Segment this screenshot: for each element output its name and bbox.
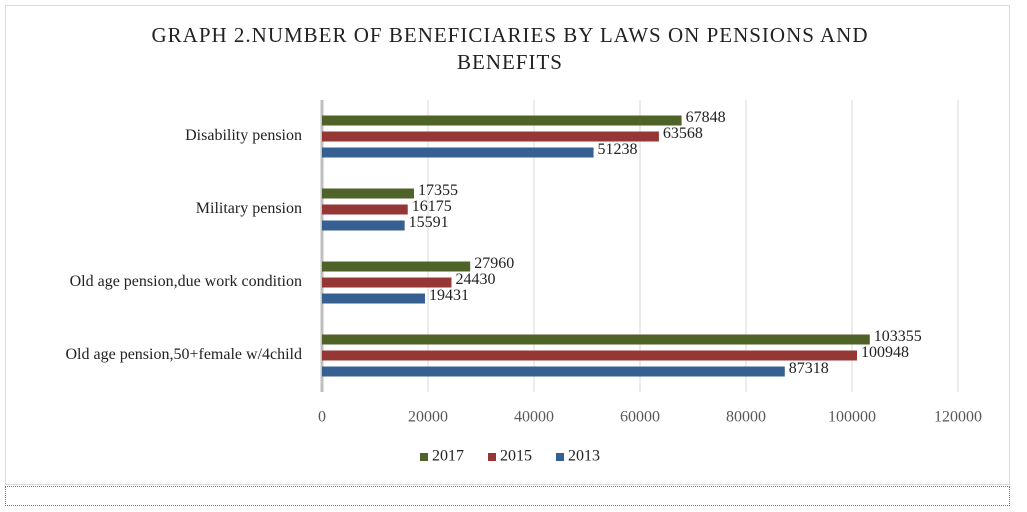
- x-tick-label: 40000: [514, 409, 554, 426]
- legend-label: 2013: [568, 448, 600, 465]
- x-tick-label: 100000: [828, 409, 876, 426]
- y-tick-label: Old age pension,50+female w/4child: [65, 346, 302, 363]
- legend-label: 2015: [500, 448, 532, 465]
- data-label: 24430: [455, 271, 495, 288]
- x-tick-label: 80000: [726, 409, 766, 426]
- y-tick-label: Old age pension,due work condition: [70, 273, 302, 290]
- bar: [322, 334, 870, 345]
- y-tick-label: Disability pension: [185, 127, 302, 144]
- x-tick-label: 60000: [620, 409, 660, 426]
- x-tick-label: 0: [318, 409, 326, 426]
- data-label: 87318: [789, 360, 829, 377]
- bar: [322, 131, 659, 142]
- legend-swatch: [420, 453, 428, 461]
- x-tick-label: 20000: [408, 409, 448, 426]
- data-label: 16175: [412, 198, 452, 215]
- y-tick-label: Military pension: [196, 200, 302, 217]
- bar: [322, 220, 405, 231]
- bar: [322, 261, 471, 272]
- data-label: 15591: [409, 214, 449, 231]
- bar: [322, 350, 858, 361]
- bar: [322, 115, 682, 126]
- legend-swatch: [488, 453, 496, 461]
- bar: [322, 293, 425, 304]
- data-label: 27960: [474, 255, 514, 272]
- bar: [322, 366, 785, 377]
- bar: [322, 147, 594, 158]
- data-label: 17355: [418, 182, 458, 199]
- bar: [322, 204, 408, 215]
- cell-border: [5, 486, 1010, 506]
- data-label: 51238: [598, 141, 638, 158]
- data-label: 100948: [861, 344, 909, 361]
- legend-swatch: [556, 453, 564, 461]
- data-label: 67848: [686, 109, 726, 126]
- data-label: 63568: [663, 125, 703, 142]
- legend-label: 2017: [432, 448, 464, 465]
- data-label: 103355: [874, 328, 922, 345]
- data-label: 19431: [429, 287, 469, 304]
- chart-frame: [5, 5, 1010, 485]
- bar: [322, 277, 452, 288]
- bar: [322, 188, 414, 199]
- chart-title: GRAPH 2.NUMBER OF BENEFICIARIES BY LAWS …: [151, 23, 869, 74]
- x-tick-label: 120000: [934, 409, 982, 426]
